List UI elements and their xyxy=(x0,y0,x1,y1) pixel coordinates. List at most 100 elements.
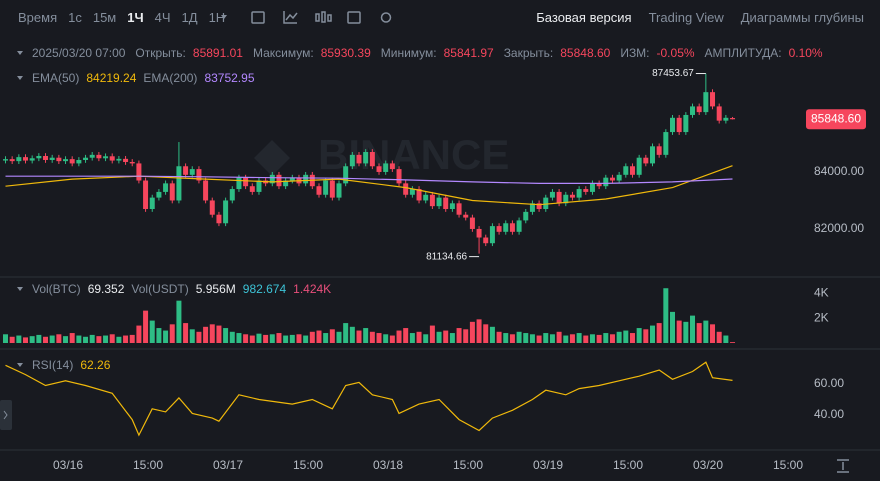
candle-body xyxy=(616,174,622,181)
caret[interactable] xyxy=(17,76,23,80)
settings-icon[interactable] xyxy=(380,12,392,23)
candle-body xyxy=(529,203,535,212)
x-tick-label: 15:00 xyxy=(453,458,483,472)
calendar-icon[interactable] xyxy=(251,11,265,24)
candle-body xyxy=(163,183,169,192)
volume-bar xyxy=(596,334,602,343)
volume-bar xyxy=(276,333,282,343)
candle-body xyxy=(563,194,569,204)
volume-bar xyxy=(656,323,662,343)
volume-bar xyxy=(243,334,249,343)
volume-bar xyxy=(163,330,169,343)
candle-body xyxy=(636,157,642,175)
volume-bar xyxy=(710,324,716,343)
candle-body xyxy=(449,203,455,210)
candle-body xyxy=(116,158,122,161)
volume-bar xyxy=(683,321,689,343)
volume-bar xyxy=(283,335,289,343)
indicator-value: 69.352 xyxy=(87,282,125,296)
candle-body xyxy=(56,157,62,162)
price-tag xyxy=(806,109,866,130)
volume-bar xyxy=(456,328,462,343)
view-tab[interactable]: Базовая версия xyxy=(536,9,632,25)
candle-body xyxy=(363,152,369,164)
candle-body xyxy=(569,194,575,198)
candle-body xyxy=(703,92,709,113)
caret[interactable] xyxy=(17,363,23,367)
interval[interactable]: 1Д xyxy=(181,9,198,25)
view-tab[interactable]: Trading View xyxy=(648,9,724,25)
interval[interactable]: 1Ч xyxy=(127,9,144,25)
interval[interactable]: 1с xyxy=(68,9,82,25)
volume-bar xyxy=(143,310,149,343)
view-tabs: Базовая версия Trading View Диаграммы глуб… xyxy=(536,8,864,26)
x-tick-label: 03/17 xyxy=(213,458,243,472)
chart-icon[interactable] xyxy=(283,11,297,24)
candle-body xyxy=(156,191,162,198)
chart-icon-line xyxy=(285,12,298,21)
indicator-name: EMA(200) xyxy=(143,71,198,85)
volume-bar xyxy=(263,334,269,343)
candle-body xyxy=(89,154,95,158)
candle-body xyxy=(29,158,35,161)
caret[interactable] xyxy=(17,287,23,291)
volume-bar xyxy=(429,325,435,343)
volume-bar xyxy=(103,335,109,343)
candle-body xyxy=(516,220,522,232)
volume-field: Vol(USDT) xyxy=(131,282,189,296)
candle-body xyxy=(176,166,182,201)
volume-bar xyxy=(449,333,455,343)
volume-bar xyxy=(496,331,502,343)
volume-bar xyxy=(156,328,162,343)
interval[interactable]: 4Ч xyxy=(154,9,171,25)
volume-bar xyxy=(583,335,589,343)
candles-icon[interactable] xyxy=(315,13,320,22)
candle-body xyxy=(656,146,662,155)
side-toggle-arrow xyxy=(3,410,8,420)
ema-legend: EMA(50) 84219.24 EMA(200) 83752.95 xyxy=(32,69,255,87)
volume-bar xyxy=(636,328,642,343)
candle-body xyxy=(423,194,429,201)
candle-body xyxy=(596,183,602,187)
interval[interactable]: 1Н xyxy=(208,9,226,25)
volume-bar xyxy=(316,330,322,343)
candle-body xyxy=(123,158,129,162)
side-toggle[interactable] xyxy=(0,400,12,430)
candle-body xyxy=(23,157,29,161)
volume-bar xyxy=(116,336,122,343)
candle-body xyxy=(483,237,489,244)
volume-bar xyxy=(690,315,696,343)
indicator-value: 83752.95 xyxy=(204,71,255,85)
interval[interactable]: 15м xyxy=(92,9,117,25)
min-label: 81134.66 xyxy=(426,251,467,262)
volume-bar xyxy=(463,329,469,343)
volume-bar xyxy=(389,335,395,343)
candle-body xyxy=(229,189,235,201)
volume-bar xyxy=(256,333,262,343)
candle-body xyxy=(3,159,8,161)
legend-value: 85848.60 xyxy=(560,46,611,60)
interval-bar: Время 1с 15м 1Ч 4Ч 1Д 1Н xyxy=(18,8,225,26)
volume-bar xyxy=(343,323,349,343)
volume-bar xyxy=(336,331,342,343)
interval-menu[interactable] xyxy=(221,15,227,19)
indicators-icon[interactable] xyxy=(347,11,361,24)
volume-bar xyxy=(383,334,389,343)
legend-label: Открыть: xyxy=(135,46,186,60)
volume-bar xyxy=(509,334,515,343)
view-tab[interactable]: Диаграммы глубины xyxy=(740,9,864,25)
candle-body xyxy=(329,180,335,198)
volume-bar xyxy=(649,325,655,343)
candles-icon-2 xyxy=(321,11,326,23)
volume-bar xyxy=(203,326,209,343)
watermark: BINANCE xyxy=(254,131,509,178)
caret[interactable] xyxy=(17,51,23,55)
candle-body xyxy=(76,159,82,164)
volume-bar xyxy=(16,335,22,343)
candle-body xyxy=(136,163,142,181)
candle-body xyxy=(376,166,382,172)
volume-bar xyxy=(323,333,329,343)
y-tick-label: 4K xyxy=(814,285,829,299)
scale-icon[interactable] xyxy=(837,459,849,473)
volume-bar xyxy=(589,334,595,343)
